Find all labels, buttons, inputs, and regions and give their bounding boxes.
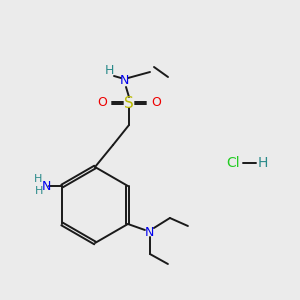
Text: Cl: Cl — [226, 156, 240, 170]
Text: H: H — [258, 156, 268, 170]
Text: H: H — [104, 64, 114, 77]
Text: N: N — [41, 179, 51, 193]
Text: O: O — [97, 97, 107, 110]
Text: S: S — [124, 95, 134, 110]
Text: H: H — [34, 174, 42, 184]
Text: N: N — [119, 74, 129, 88]
Text: N: N — [145, 226, 154, 238]
Text: H: H — [35, 186, 43, 196]
Text: O: O — [151, 97, 161, 110]
